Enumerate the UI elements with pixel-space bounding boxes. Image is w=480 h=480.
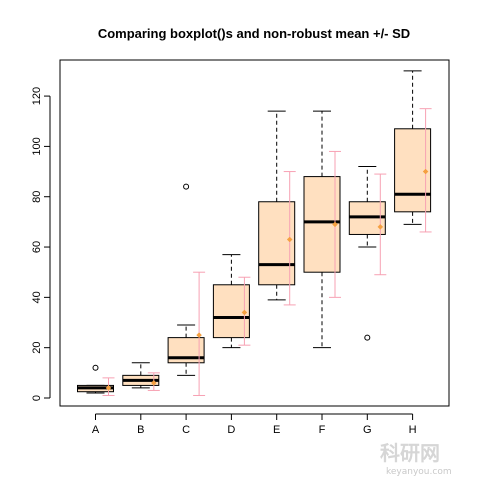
x-tick-label-B: B — [137, 424, 144, 436]
box-C — [167, 183, 206, 396]
mean-marker-F — [332, 221, 338, 228]
mean-marker-C — [196, 332, 202, 338]
box-B — [122, 362, 160, 391]
mean-marker-E — [286, 236, 293, 243]
x-tick-label-F: F — [319, 424, 326, 436]
mean-marker-H — [422, 168, 429, 175]
mean-marker-B — [150, 380, 157, 386]
mean-marker-D — [241, 309, 248, 316]
y-axis: 0 20 40 60 80 100 120 — [31, 87, 51, 401]
y-tick-label-80: 80 — [31, 191, 43, 203]
outlier-G-0 — [364, 334, 371, 341]
boxes-group — [77, 70, 432, 396]
mean-marker-A — [105, 385, 112, 391]
x-tick-label-G: G — [363, 424, 372, 436]
box-rect-E — [258, 201, 296, 286]
y-tick-label-100: 100 — [31, 137, 43, 155]
box-D — [212, 254, 251, 349]
y-tick-label-120: 120 — [31, 87, 43, 105]
y-tick-label-0: 0 — [31, 395, 43, 401]
x-axis: A B C D E F G H — [92, 413, 417, 436]
watermark-text: keyanyou.com — [386, 467, 452, 477]
y-tick-label-60: 60 — [31, 241, 43, 253]
box-A — [77, 364, 115, 396]
watermark-logo: 科研网 — [380, 441, 440, 465]
watermark: 科研网 keyanyou.com — [380, 441, 452, 477]
box-H — [394, 70, 432, 233]
outlier-A-0 — [92, 364, 99, 371]
outlier-C-0 — [183, 183, 190, 190]
y-tick-label-20: 20 — [31, 342, 43, 354]
x-tick-label-H: H — [409, 424, 417, 436]
box-G — [348, 166, 387, 341]
plot-frame — [59, 59, 450, 407]
x-tick-label-E: E — [273, 424, 280, 436]
box-E — [258, 110, 296, 306]
y-tick-label-40: 40 — [31, 291, 43, 303]
x-tick-label-D: D — [227, 424, 235, 436]
x-tick-label-C: C — [182, 424, 190, 436]
x-tick-label-A: A — [92, 424, 100, 436]
chart-title: Comparing boxplot()s and non-robust mean… — [98, 26, 410, 41]
box-F — [303, 110, 341, 349]
mean-marker-G — [377, 224, 384, 230]
